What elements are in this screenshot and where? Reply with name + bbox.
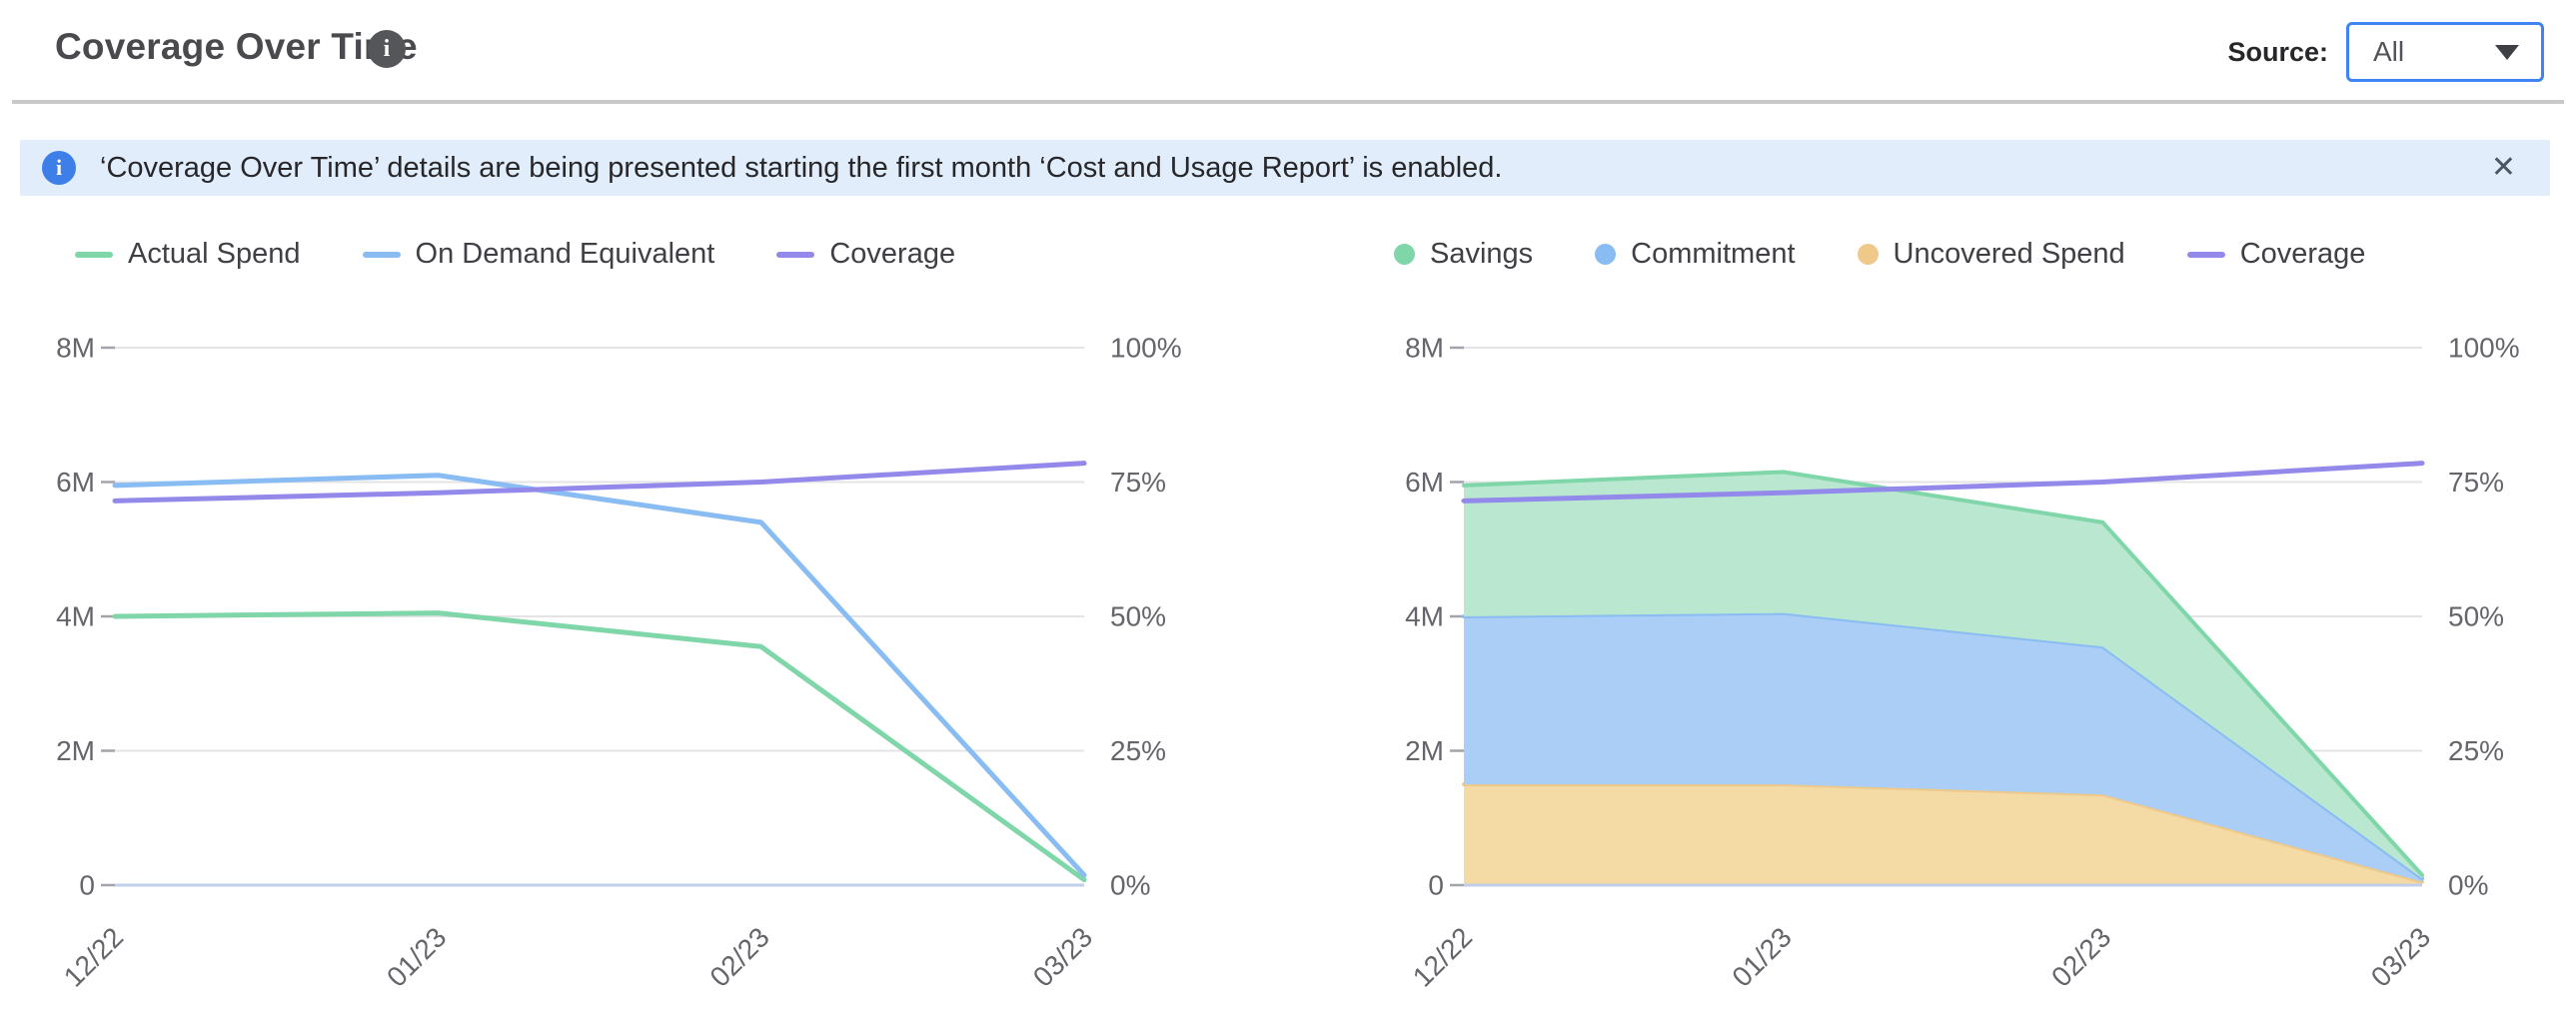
x-axis-label: 03/23 — [1027, 921, 1098, 992]
y-axis-label-right: 25% — [1110, 735, 1166, 766]
legend-label: Uncovered Spend — [1893, 238, 2125, 270]
left-chart-svg: 8M 100% 6M 75% 4M 50% 2M 25% 0 0% 12/22 01/23 02/23 0… — [56, 333, 1182, 993]
legend-item-coverage[interactable]: Coverage — [776, 238, 955, 271]
x-axis-label: 12/22 — [1407, 921, 1478, 992]
series-coverage — [1461, 461, 2425, 504]
y-axis-label-left: 2M — [1405, 735, 1444, 766]
legend-item-savings[interactable]: Savings — [1394, 238, 1533, 271]
legend-item-actual-spend[interactable]: Actual Spend — [75, 238, 301, 271]
source-control: Source: All — [2227, 22, 2544, 82]
legend-label: Commitment — [1631, 238, 1796, 270]
y-axis-label-left: 2M — [56, 735, 95, 766]
y-axis-label-right: 75% — [1110, 467, 1166, 498]
x-axis-label: 02/23 — [2045, 921, 2116, 992]
legend-swatch-commitment — [1595, 244, 1617, 265]
y-axis-label-right: 25% — [2448, 735, 2504, 766]
legend-swatch-savings — [1394, 244, 1415, 265]
legend-label: On Demand Equivalent — [415, 238, 715, 270]
legend-swatch-actual-spend — [75, 251, 113, 258]
area-uncovered-spend — [1464, 784, 2422, 885]
y-axis-label-left: 0 — [1428, 870, 1444, 901]
y-axis-label-left: 0 — [79, 870, 95, 901]
right-chart-legend: Savings Commitment Uncovered Spend Coverage — [1394, 238, 2365, 271]
y-axis-label-left: 8M — [56, 333, 95, 364]
legend-label: Savings — [1430, 238, 1534, 270]
legend-item-coverage[interactable]: Coverage — [2186, 238, 2366, 271]
x-axis-label: 01/23 — [1726, 921, 1797, 992]
y-axis-label-left: 6M — [56, 467, 95, 498]
legend-swatch-coverage — [776, 251, 815, 258]
legend-label: Coverage — [2239, 238, 2366, 270]
chevron-down-icon — [2495, 44, 2519, 60]
y-axis-label-right: 75% — [2448, 467, 2504, 498]
area-edge-savings — [1462, 470, 2424, 877]
y-axis-label-right: 0% — [1110, 870, 1150, 901]
banner-text: ‘Coverage Over Time’ details are being p… — [100, 151, 1503, 184]
info-icon[interactable]: i — [368, 30, 406, 68]
y-axis-label-right: 0% — [2448, 870, 2488, 901]
banner-info-icon: i — [42, 151, 76, 185]
y-axis-label-right: 50% — [1110, 601, 1166, 632]
y-axis-label-left: 6M — [1405, 467, 1444, 498]
close-icon[interactable]: ✕ — [2490, 151, 2516, 184]
info-banner: i ‘Coverage Over Time’ details are being… — [20, 140, 2550, 196]
y-axis-label-right: 100% — [2448, 333, 2520, 364]
y-axis-label-left: 4M — [1405, 601, 1444, 632]
series-actual-spend — [112, 610, 1087, 883]
y-axis-label-left: 4M — [56, 601, 95, 632]
header-divider — [12, 100, 2564, 104]
area-commitment — [1464, 612, 2422, 882]
left-chart-legend: Actual Spend On Demand Equivalent Coverage — [75, 238, 955, 271]
x-axis-label: 12/22 — [58, 921, 129, 992]
info-icon-glyph: i — [383, 35, 391, 62]
y-axis-label-left: 8M — [1405, 333, 1444, 364]
legend-item-on-demand-equivalent[interactable]: On Demand Equivalent — [362, 238, 715, 271]
x-axis-label: 01/23 — [381, 921, 452, 992]
right-chart-svg: 8M 100% 6M 75% 4M 50% 2M 25% 0 0% 12/22 01/23 02/23 0… — [1405, 333, 2520, 993]
series-on-demand-equivalent — [112, 473, 1087, 878]
x-axis-label: 02/23 — [703, 921, 774, 992]
source-dropdown-value: All — [2373, 36, 2405, 67]
source-dropdown[interactable]: All — [2346, 22, 2544, 82]
x-axis-label: 03/23 — [2365, 921, 2436, 992]
y-axis-label-right: 50% — [2448, 601, 2504, 632]
source-label: Source: — [2227, 36, 2328, 67]
area-savings — [1464, 472, 2422, 879]
page-title: Coverage Over Time — [55, 26, 418, 67]
header: Coverage Over Time i Source: All — [0, 0, 2576, 100]
legend-label: Coverage — [829, 238, 956, 270]
legend-swatch-coverage — [2186, 251, 2225, 258]
legend-swatch-uncovered-spend — [1857, 244, 1879, 265]
series-coverage — [112, 461, 1087, 504]
legend-swatch-on-demand-equivalent — [362, 251, 401, 258]
y-axis-label-right: 100% — [1110, 333, 1182, 364]
legend-item-commitment[interactable]: Commitment — [1595, 238, 1796, 271]
banner-info-glyph: i — [55, 155, 63, 180]
legend-item-uncovered-spend[interactable]: Uncovered Spend — [1857, 238, 2125, 271]
legend-label: Actual Spend — [128, 238, 301, 270]
